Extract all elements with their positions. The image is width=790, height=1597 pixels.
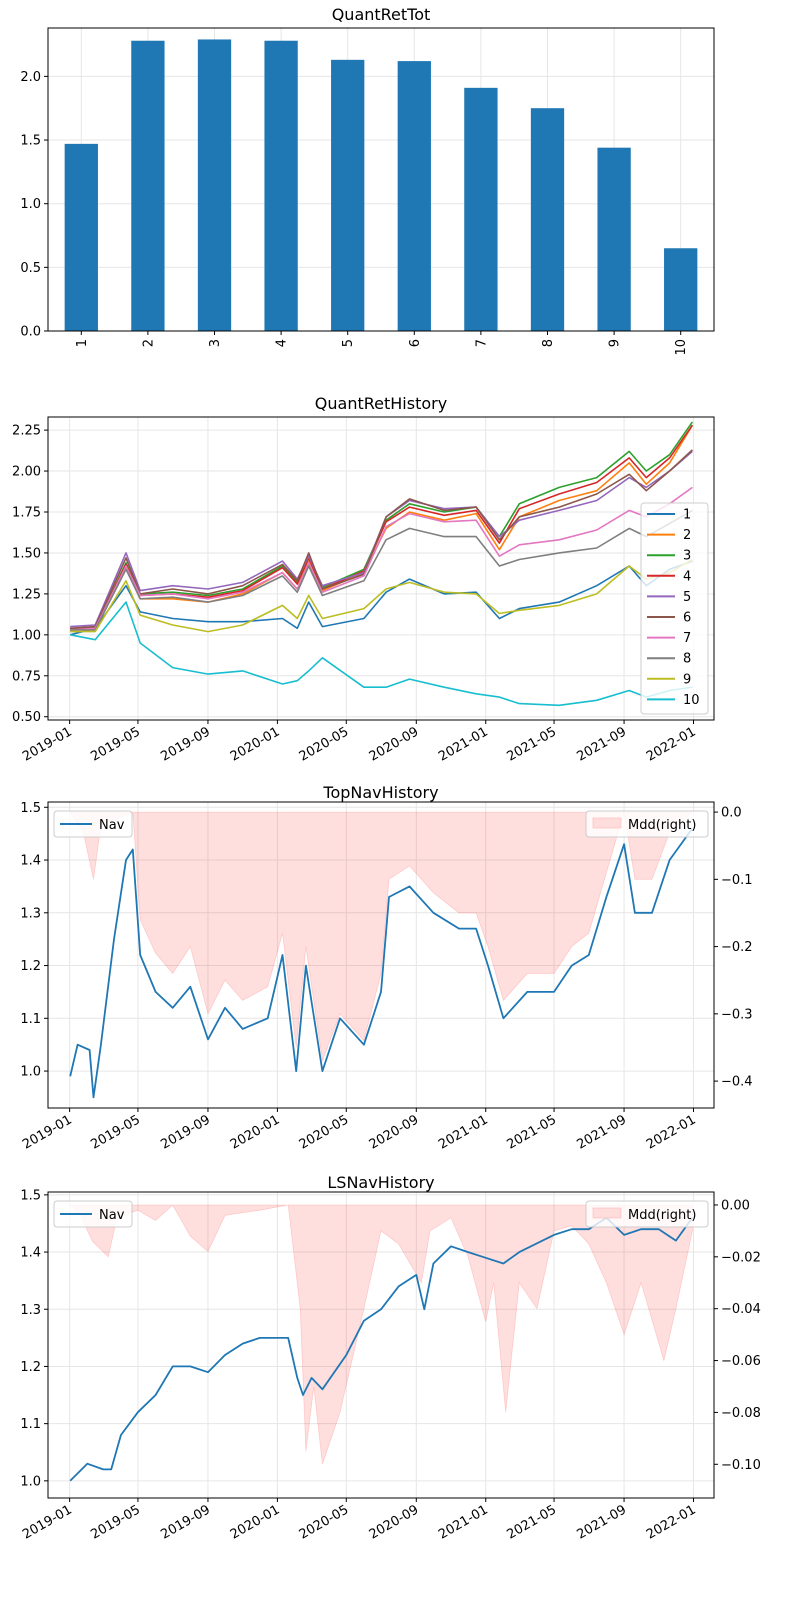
bar-7 xyxy=(464,87,498,331)
y-tick-label: 1.25 xyxy=(12,587,41,602)
bar-9 xyxy=(597,147,631,331)
x-tick-label: 10 xyxy=(674,339,689,356)
legend-label-2: 2 xyxy=(683,528,691,543)
chart-quantrettot: QuantRetTot 0.0 0.5 1.0 1.5 2.0 1 2 3 4 5 6 7 8 9 10 xyxy=(20,5,715,356)
y-tick-label: 1.0 xyxy=(20,1474,41,1489)
series-line-7 xyxy=(70,486,693,631)
x-tick-label: 7 xyxy=(474,339,489,347)
series-line-1 xyxy=(69,560,693,636)
y-right-tick-label: −0.06 xyxy=(721,1354,761,1369)
legend-right: Mdd(right) xyxy=(585,1200,709,1228)
plot-frame xyxy=(47,27,715,332)
bar-6 xyxy=(397,61,431,332)
legend-right: Mdd(right) xyxy=(585,810,709,838)
legend-label-5: 5 xyxy=(683,590,691,605)
chart-title: TopNavHistory xyxy=(322,783,438,802)
y-tick-label: 1.50 xyxy=(12,546,41,561)
x-tick-label: 1 xyxy=(75,339,90,347)
y-right-tick-label: −0.3 xyxy=(721,1007,753,1022)
legend-label-3: 3 xyxy=(683,549,691,564)
y-tick-label: 1.2 xyxy=(20,1360,41,1375)
bar-4 xyxy=(264,40,298,332)
mdd-area xyxy=(69,811,694,1062)
y-tick-label: 1.75 xyxy=(12,505,41,520)
legend-left: Nav xyxy=(53,810,133,838)
y-tick-label: 0.75 xyxy=(12,669,41,684)
series-line-9 xyxy=(70,558,693,633)
y-tick-label: 1.00 xyxy=(12,628,41,643)
legend-label-nav: Nav xyxy=(99,1208,125,1223)
nav-line xyxy=(69,1216,694,1482)
legend: 1 2 3 4 5 6 7 8 9 10 xyxy=(640,502,709,715)
legend-label-mdd: Mdd(right) xyxy=(628,818,696,833)
y-right-tick-label: −0.04 xyxy=(721,1302,761,1317)
y-right-tick-label: −0.08 xyxy=(721,1406,761,1421)
y-tick-label: 2.0 xyxy=(20,70,41,85)
legend-label-mdd: Mdd(right) xyxy=(628,1208,696,1223)
y-tick-label: 1.0 xyxy=(20,1065,41,1080)
bar-3 xyxy=(197,39,232,332)
y-tick-label: 1.3 xyxy=(20,1303,41,1318)
y-right-tick-label: −0.2 xyxy=(721,940,753,955)
plot-frame xyxy=(47,801,715,1109)
y-tick-label: 1.0 xyxy=(20,197,41,212)
chart-title: LSNavHistory xyxy=(327,1173,434,1192)
legend-label-4: 4 xyxy=(683,569,691,584)
y-right-tick-label: 0.0 xyxy=(721,806,742,821)
legend-label-nav: Nav xyxy=(99,818,125,833)
y-right-tick-label: −0.10 xyxy=(721,1458,761,1473)
x-tick-label: 8 xyxy=(541,339,556,347)
y-right-tick-label: −0.02 xyxy=(721,1250,761,1265)
legend-label-9: 9 xyxy=(683,672,691,687)
plot-frame xyxy=(47,1191,715,1499)
legend-label-6: 6 xyxy=(683,611,691,626)
y-tick-label: 1.1 xyxy=(20,1012,41,1027)
x-tick-label: 2 xyxy=(141,339,156,347)
y-tick-label: 1.4 xyxy=(20,1246,41,1261)
legend-label-10: 10 xyxy=(683,693,700,708)
y-tick-label: 1.5 xyxy=(20,134,41,149)
series-line-8 xyxy=(70,509,693,631)
nav-line xyxy=(69,827,694,1099)
legend-left: Nav xyxy=(53,1200,133,1228)
series-line-10 xyxy=(70,601,693,707)
bar-2 xyxy=(131,40,165,332)
y-tick-label: 1.1 xyxy=(20,1417,41,1432)
legend-label-7: 7 xyxy=(683,631,691,646)
bar-8 xyxy=(530,108,565,332)
y-tick-label: 1.2 xyxy=(20,959,41,974)
y-tick-label: 0.0 xyxy=(20,325,41,340)
x-tick-label: 4 xyxy=(275,339,290,347)
y-tick-label: 0.50 xyxy=(12,710,41,725)
legend-label-1: 1 xyxy=(683,508,691,523)
series-line-6 xyxy=(70,449,693,630)
y-tick-label: 1.4 xyxy=(20,854,41,869)
y-tick-label: 1.3 xyxy=(20,906,41,921)
y-tick-label: 2.25 xyxy=(12,424,41,439)
y-tick-label: 0.5 xyxy=(20,261,41,276)
y-right-tick-label: 0.00 xyxy=(721,1198,750,1213)
plot-frame xyxy=(47,416,715,721)
x-tick-label: 9 xyxy=(608,339,623,347)
y-right-tick-label: −0.4 xyxy=(721,1075,753,1090)
y-right-tick-label: −0.1 xyxy=(721,873,753,888)
bar-5 xyxy=(331,59,365,332)
x-tick-label: 6 xyxy=(408,339,423,347)
x-tick-label: 3 xyxy=(208,339,223,347)
legend-patch-mdd xyxy=(592,1207,622,1219)
legend-patch-mdd xyxy=(592,817,622,829)
y-tick-label: 2.00 xyxy=(12,465,41,480)
x-tick-label: 5 xyxy=(341,339,356,347)
chart-title: QuantRetTot xyxy=(332,5,431,24)
y-tick-label: 1.5 xyxy=(20,1188,41,1203)
chart-title: QuantRetHistory xyxy=(315,394,447,413)
legend-label-8: 8 xyxy=(683,652,691,667)
bar-1 xyxy=(64,143,98,331)
mdd-area xyxy=(69,1204,693,1465)
y-tick-label: 1.5 xyxy=(20,801,41,816)
bar-10 xyxy=(664,248,698,331)
